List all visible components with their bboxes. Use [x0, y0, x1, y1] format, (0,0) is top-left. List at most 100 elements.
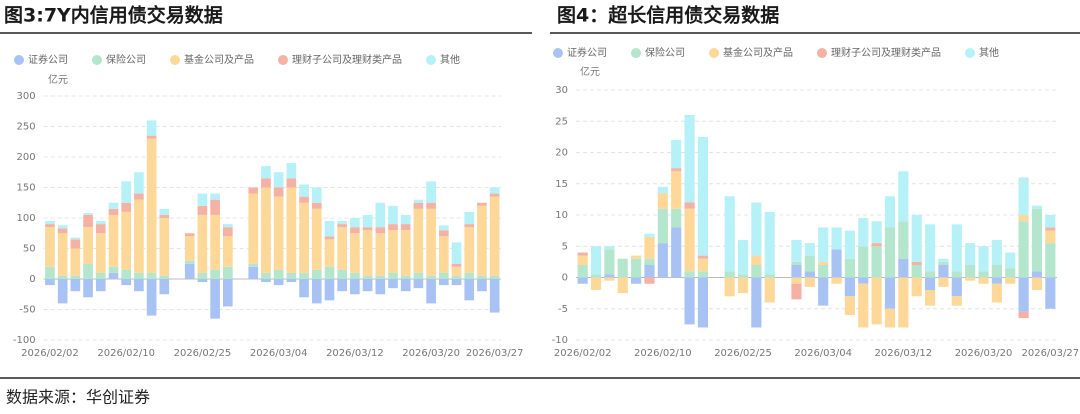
bar-segment	[590, 246, 602, 275]
bar-segment	[57, 233, 68, 276]
bar-segment	[911, 261, 922, 265]
bar-segment	[791, 265, 802, 278]
bar-segment	[337, 224, 348, 228]
bar-segment	[924, 271, 936, 278]
bar-segment	[791, 277, 802, 284]
bar-segment	[858, 283, 869, 328]
bar-segment	[464, 279, 475, 301]
bar-segment	[375, 227, 386, 234]
bar-segment	[299, 272, 309, 279]
bar-segment	[884, 196, 896, 228]
bar-segment	[362, 227, 373, 231]
bar-segment	[273, 196, 284, 270]
bar-segment	[804, 255, 815, 272]
bar-segment	[70, 248, 81, 276]
bar-segment	[223, 266, 233, 279]
bar-segment	[844, 296, 855, 315]
bar-segment	[108, 208, 119, 215]
legend-marker	[426, 55, 436, 65]
y-tick-label: 15	[555, 179, 568, 190]
bar-segment	[644, 258, 655, 265]
bar-segment	[134, 279, 144, 292]
bar-segment	[83, 263, 93, 279]
bar-segment	[764, 211, 775, 275]
bar-segment	[184, 233, 195, 237]
bar-segment	[590, 274, 602, 278]
bar-segment	[248, 266, 259, 279]
bar-segment	[134, 272, 144, 279]
bar-segment	[45, 221, 55, 225]
bar-segment	[818, 277, 829, 306]
bar-segment	[951, 296, 962, 306]
bar-segment	[831, 277, 842, 284]
bar-segment	[818, 265, 829, 278]
bar-segment	[671, 171, 682, 209]
bar-segment	[991, 277, 1002, 284]
legend-marker	[553, 48, 563, 58]
bar-segment	[184, 263, 195, 279]
bar-segment	[871, 246, 882, 278]
bar-segment	[489, 193, 500, 197]
bar-segment	[146, 120, 157, 136]
legend-label: 理财子公司及理财类产品	[831, 46, 941, 59]
bar-segment	[644, 236, 655, 259]
bar-segment	[489, 275, 500, 279]
chart-title: 图3:7Y内信用债交易数据	[4, 4, 223, 27]
bar-segment	[197, 279, 208, 283]
bar-segment	[671, 208, 682, 228]
bar-segment	[83, 279, 93, 298]
bar-segment	[831, 249, 842, 278]
bar-segment	[477, 202, 487, 206]
bar-segment	[911, 265, 922, 278]
bar-segment	[791, 240, 802, 262]
bar-segment	[261, 272, 271, 279]
bar-segment	[121, 211, 132, 270]
bar-segment	[724, 196, 735, 272]
bar-segment	[438, 230, 449, 237]
bar-segment	[577, 265, 588, 278]
bar-segment	[898, 258, 909, 278]
y-tick-label: 300	[17, 91, 36, 102]
bar-segment	[858, 246, 869, 278]
bar-segment	[121, 181, 132, 203]
bar-segment	[70, 279, 81, 292]
bar-segment	[45, 224, 55, 228]
bar-segment	[871, 277, 882, 325]
y-tick-label: 100	[17, 213, 36, 224]
bar-segment	[146, 279, 157, 316]
bar-segment	[671, 168, 682, 172]
bar-segment	[451, 266, 462, 276]
bar-segment	[858, 277, 869, 284]
bar-segment	[898, 277, 909, 328]
bar-segment	[644, 265, 655, 278]
x-tick-label: 2026/02/02	[21, 348, 79, 359]
bar-segment	[898, 221, 909, 259]
y-tick-label: 20	[555, 148, 568, 159]
bar-segment	[657, 208, 668, 244]
bar-segment	[438, 225, 449, 231]
bar-segment	[146, 135, 157, 139]
bar-segment	[273, 187, 284, 197]
bar-segment	[737, 277, 749, 294]
bar-segment	[477, 279, 487, 292]
bar-segment	[751, 265, 762, 278]
bar-segment	[451, 242, 462, 264]
bar-segment	[337, 279, 348, 292]
bar-segment	[413, 202, 424, 209]
x-tick-label: 2026/03/20	[955, 348, 1013, 359]
y-tick-label: -5	[558, 304, 568, 315]
bar-segment	[684, 208, 695, 272]
bar-segment	[818, 227, 829, 262]
bar-segment	[324, 236, 335, 240]
bar-segment	[83, 214, 93, 228]
bar-segment	[413, 199, 424, 203]
bar-segment	[924, 277, 936, 290]
bar-segment	[604, 277, 615, 281]
bar-segment	[248, 187, 259, 194]
bar-segment	[617, 277, 628, 294]
bar-segment	[388, 279, 398, 289]
bar-segment	[684, 271, 695, 278]
bar-segment	[311, 269, 322, 279]
chart-title: 图4：超长信用债交易数据	[557, 4, 779, 27]
bar-segment	[299, 196, 309, 203]
